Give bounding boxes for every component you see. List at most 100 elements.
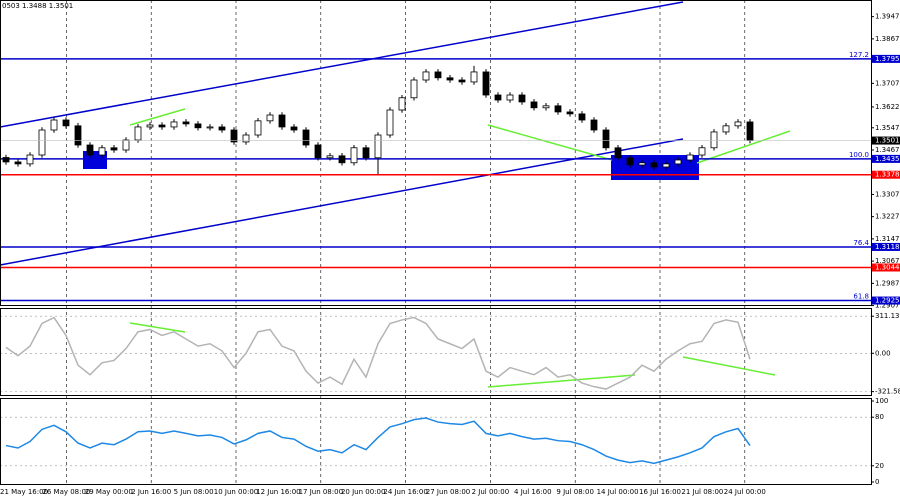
price-level-label: 1.3118	[875, 243, 900, 251]
y-tick-label: 1.3622	[875, 103, 900, 111]
x-tick-label: 24 Jun 16:00	[383, 488, 427, 496]
candle-body	[2, 157, 10, 163]
zone-box	[83, 151, 107, 169]
candle-body	[206, 126, 214, 129]
candle-body	[566, 111, 574, 115]
y-tick-label: 80	[875, 413, 884, 421]
price-level-tag	[872, 154, 900, 163]
candle-body	[170, 121, 178, 128]
candle-body	[62, 119, 70, 127]
y-tick-label: 1.3147	[875, 235, 900, 243]
y-tick-label: 1.3307	[875, 190, 900, 198]
y-tick-label: 1.3867	[875, 35, 900, 43]
y-tick-label: 1.3067	[875, 257, 900, 265]
main-panel-frame	[0, 0, 872, 306]
candle-body	[218, 126, 226, 131]
candle-body	[422, 71, 430, 81]
x-tick-label: 14 Jul 00:00	[597, 488, 639, 496]
candle-body	[470, 71, 478, 83]
y-tick-label: -321.584	[875, 388, 900, 396]
indicator-line	[5, 417, 751, 465]
fib-label: 127.2	[849, 51, 869, 59]
candle-body	[614, 147, 622, 159]
indicator-line	[5, 316, 751, 390]
current-price-label: 1.3501	[875, 137, 900, 145]
fib-label: 61.8	[853, 293, 869, 301]
candle-body	[182, 121, 190, 125]
divergence-line	[682, 356, 776, 376]
price-level-tag	[872, 296, 900, 305]
candle-body	[122, 139, 130, 151]
divergence-line	[696, 130, 791, 164]
candle-body	[410, 79, 418, 99]
candle-body	[146, 124, 154, 128]
candle-body	[26, 154, 34, 165]
x-tick-label: 24 Jul 00:00	[724, 488, 766, 496]
divergence-line	[487, 374, 636, 388]
candle-body	[230, 129, 238, 143]
candle-body	[350, 147, 358, 164]
candle-body	[722, 125, 730, 133]
x-tick-label: 5 Jun 08:00	[174, 488, 214, 496]
x-tick-label: 29 May 00:00	[85, 488, 133, 496]
candle-body	[74, 125, 82, 146]
chart-header: 0503 1.3488 1.3501	[2, 2, 73, 10]
candle-body	[374, 134, 382, 159]
price-level-label: 1.3435	[875, 155, 900, 163]
candle-body	[578, 113, 586, 121]
channel-upper	[0, 1, 684, 128]
price-level-tag	[872, 170, 900, 179]
rsi-panel-frame	[0, 398, 872, 485]
plots: 1.3947 1.3867 1.3707 1.3622 1.3547 1.3467 1.33…	[0, 13, 900, 496]
candle-body	[194, 123, 202, 129]
candle-body	[626, 157, 634, 166]
price-level-label: 1.3044	[875, 264, 900, 272]
x-tick-label: 12 Jun 16:00	[256, 488, 300, 496]
x-tick-label: 17 Jun 08:00	[299, 488, 343, 496]
y-tick-label: 1.3707	[875, 79, 900, 87]
y-tick-label: 1.3467	[875, 146, 900, 154]
x-tick-label: 9 Jul 08:00	[556, 488, 594, 496]
candle-body	[314, 144, 322, 159]
candle-body	[662, 163, 670, 168]
price-level-tag	[872, 263, 900, 272]
candle-body	[362, 147, 370, 159]
x-tick-label: 26 May 08:00	[42, 488, 90, 496]
candle-body	[602, 129, 610, 149]
candle-body	[14, 161, 22, 165]
price-level-tag	[872, 54, 900, 63]
candle-body	[638, 162, 646, 166]
candle-body	[158, 124, 166, 128]
y-tick-label: 1.3947	[875, 13, 900, 21]
candle-body	[698, 147, 706, 156]
candle-body	[278, 114, 286, 128]
candle-body	[746, 121, 754, 141]
x-tick-label: 2 Jun 16:00	[131, 488, 171, 496]
candle-body	[542, 105, 550, 109]
candle-body	[710, 131, 718, 149]
candle-body	[734, 121, 742, 127]
candle-body	[386, 109, 394, 136]
x-tick-label: 16 Jul 16:00	[639, 488, 681, 496]
fib-label: 76.4	[853, 239, 869, 247]
candle-body	[554, 105, 562, 113]
candle-body	[50, 119, 58, 131]
divergence-line	[129, 322, 186, 333]
candle-body	[98, 147, 106, 156]
price-level-tag	[872, 242, 900, 251]
y-tick-label: 20	[875, 462, 884, 470]
candle-body	[86, 144, 94, 156]
y-tick-label: 0	[875, 478, 879, 486]
divergence-line	[487, 124, 613, 161]
y-tick-label: 1.2987	[875, 279, 900, 287]
candle-body	[650, 162, 658, 168]
candle-body	[398, 97, 406, 111]
candle-body	[674, 159, 682, 165]
candle-body	[506, 94, 514, 101]
cci-panel-frame	[0, 308, 872, 396]
x-tick-label: 21 May 16:00	[0, 488, 48, 496]
y-tick-label: 311.136	[875, 312, 900, 320]
current-price-tag	[872, 136, 900, 145]
